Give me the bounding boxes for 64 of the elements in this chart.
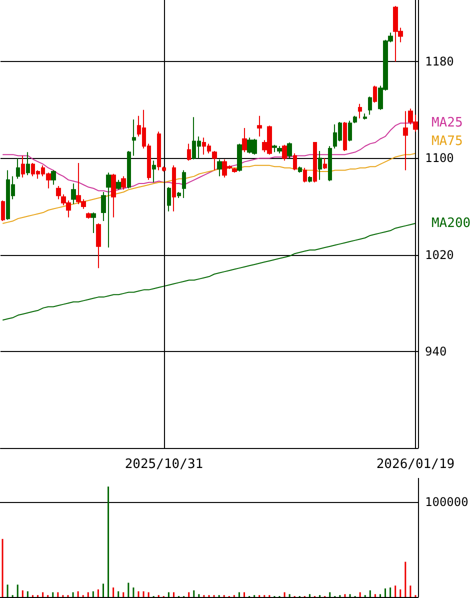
- candlestick: [313, 142, 317, 183]
- candlestick: [348, 120, 352, 142]
- candlestick: [16, 158, 20, 180]
- candlestick: [298, 166, 302, 174]
- candlestick: [132, 119, 136, 156]
- series-label: MA25: [431, 116, 463, 131]
- series-label: MA200: [431, 216, 471, 231]
- candlestick: [172, 164, 176, 212]
- candlestick: [86, 212, 91, 220]
- candlestick: [177, 192, 181, 199]
- candlestick: [182, 170, 186, 199]
- candlestick: [121, 176, 126, 190]
- candlestick: [323, 158, 327, 170]
- y-tick-label: 1100: [425, 151, 454, 166]
- candlestick: [318, 150, 322, 180]
- y-tick-label: 940: [425, 344, 447, 358]
- candlestick: [308, 176, 312, 183]
- candlestick: [167, 186, 171, 212]
- candlestick: [237, 143, 242, 172]
- candlestick: [403, 110, 408, 171]
- candlestick: [127, 150, 131, 189]
- candlestick: [106, 172, 111, 248]
- candlestick: [56, 185, 61, 200]
- candlestick: [328, 146, 332, 182]
- candlestick: [232, 167, 237, 174]
- candlestick: [212, 150, 217, 171]
- candlestick: [293, 152, 297, 171]
- candlestick: [282, 144, 287, 162]
- candlestick: [101, 192, 106, 222]
- candlestick: [157, 131, 161, 171]
- candlestick: [272, 144, 277, 153]
- candlestick: [303, 167, 307, 183]
- candlestick: [51, 170, 56, 186]
- candlestick: [111, 173, 116, 218]
- y-tick-label: 1180: [425, 54, 454, 69]
- candlestick: [21, 155, 25, 178]
- candlestick: [1, 200, 5, 222]
- candlestick: [257, 115, 262, 137]
- candlestick: [91, 212, 96, 234]
- candlestick: [373, 85, 377, 104]
- candlestick: [277, 146, 282, 154]
- line-series: [2, 122, 416, 192]
- candlestick: [96, 222, 101, 269]
- x-tick-label: 2026/01/19: [376, 457, 455, 472]
- line-series: [2, 222, 416, 320]
- series-label: MA75: [431, 134, 463, 149]
- candlestick: [26, 152, 30, 176]
- candlestick: [358, 103, 362, 119]
- candlestick: [162, 166, 166, 172]
- candlestick: [287, 142, 292, 159]
- candlestick: [363, 113, 367, 120]
- candlestick: [116, 179, 121, 190]
- candlestick: [343, 121, 347, 152]
- candlestick: [152, 160, 156, 183]
- y-tick-label: 1020: [425, 248, 454, 262]
- line-series: [2, 152, 416, 224]
- candlestick: [368, 96, 372, 116]
- candlestick: [353, 115, 357, 124]
- candlestick: [217, 158, 222, 177]
- candlestick: [242, 128, 247, 153]
- candlestick: [71, 183, 76, 205]
- candlestick: [187, 143, 191, 162]
- y-tick-label: 100000: [425, 494, 468, 509]
- x-tick-label: 2025/10/31: [124, 457, 204, 472]
